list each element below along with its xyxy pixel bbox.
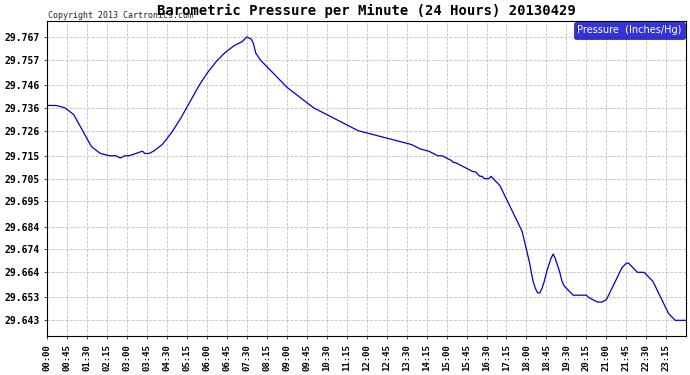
Legend: Pressure  (Inches/Hg): Pressure (Inches/Hg) <box>573 22 685 39</box>
Text: Copyright 2013 Cartronics.com: Copyright 2013 Cartronics.com <box>48 11 193 20</box>
Title: Barometric Pressure per Minute (24 Hours) 20130429: Barometric Pressure per Minute (24 Hours… <box>157 4 576 18</box>
